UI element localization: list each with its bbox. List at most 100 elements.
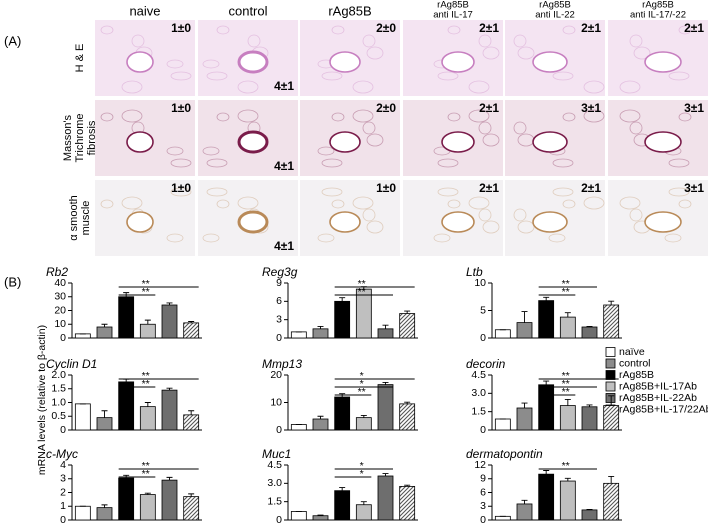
bar (96, 417, 113, 431)
bar (161, 479, 178, 521)
tissue-texture (629, 121, 643, 135)
bar (96, 507, 113, 521)
significance-label: * (360, 378, 364, 390)
tissue-texture (362, 208, 376, 222)
error-bar (543, 296, 550, 301)
y-tick-label: 4 (60, 459, 66, 471)
y-tick-label: 3 (276, 313, 282, 325)
chart-title: Rb2 (46, 265, 68, 279)
score: 2±0 (376, 101, 396, 115)
row-label: α smooth (68, 195, 80, 241)
error-bar (317, 415, 324, 419)
bar (377, 384, 394, 431)
bar (161, 304, 178, 339)
airway (644, 211, 682, 233)
tissue-texture (121, 109, 143, 123)
error-bar (521, 311, 528, 323)
y-tick-label: 2.0 (51, 369, 66, 381)
chart-title: decorin (466, 357, 506, 371)
y-tick-label: 0 (276, 514, 282, 525)
error-bar (404, 401, 411, 404)
airway (126, 211, 154, 233)
tissue-texture (664, 233, 682, 243)
significance-label: ** (562, 378, 570, 390)
score: 1±0 (171, 101, 191, 115)
significance-label: * (360, 370, 364, 382)
tissue-texture (121, 80, 143, 94)
legend-swatch (605, 381, 616, 392)
error-bar (101, 323, 108, 327)
y-tick-label: 0 (480, 332, 486, 344)
bar (183, 414, 200, 431)
row-label: Trichrome (74, 113, 86, 162)
bar (516, 407, 533, 431)
row-label: muscle (80, 201, 92, 236)
bar (494, 515, 511, 521)
panel-label: (A) (4, 33, 21, 48)
score: 1±0 (171, 181, 191, 195)
tissue-texture (552, 187, 574, 197)
airway (644, 51, 682, 73)
bar (603, 405, 620, 431)
bar (399, 485, 416, 521)
tissue-texture (321, 158, 343, 168)
airway (126, 51, 154, 73)
y-tick-label: 10 (54, 318, 66, 330)
airway (644, 131, 682, 153)
chart-title: Mmp13 (262, 357, 302, 371)
column-header: rAg85B (437, 0, 469, 11)
tissue-texture (131, 34, 145, 48)
column-header: rAg85B (328, 3, 371, 18)
score: 2±1 (479, 181, 499, 195)
error-bar (166, 387, 173, 391)
tissue-texture (678, 25, 692, 35)
bar (118, 296, 135, 339)
column-header: naive (129, 3, 160, 18)
tissue-texture (166, 233, 184, 243)
tissue-texture (668, 71, 690, 81)
tissue-texture (562, 25, 576, 35)
error-bar (339, 297, 346, 302)
tissue-texture (206, 187, 228, 197)
bar (74, 333, 91, 339)
tissue-texture (321, 187, 343, 197)
y-tick-label: 1.5 (471, 405, 486, 417)
error-bar (404, 484, 411, 487)
bar (183, 322, 200, 339)
tissue-texture (170, 71, 192, 81)
bar (312, 515, 329, 521)
bar (603, 304, 620, 339)
airway (441, 131, 475, 153)
error-bar (317, 325, 324, 329)
airway (441, 211, 475, 233)
bar (559, 405, 576, 431)
airway (441, 51, 475, 73)
y-tick-label: 30 (54, 291, 66, 303)
tissue-texture (216, 25, 230, 35)
bar (494, 329, 511, 339)
bar (334, 300, 351, 339)
error-bar (586, 404, 593, 407)
y-tick-label: 3 (480, 500, 486, 512)
y-tick-label: 0 (276, 332, 282, 344)
score: 2±1 (479, 21, 499, 35)
tissue-texture (170, 158, 192, 168)
y-tick-label: 0 (60, 424, 66, 436)
airway (237, 130, 269, 154)
bar (139, 323, 156, 339)
chart-title: dermatopontin (466, 447, 543, 461)
score: 4±1 (274, 159, 294, 173)
error-bar (317, 514, 324, 516)
bar (334, 490, 351, 521)
score: 2±1 (479, 101, 499, 115)
column-header: control (228, 3, 267, 18)
significance-label: * (360, 468, 364, 480)
y-tick-label: 6 (480, 486, 486, 498)
error-bar (123, 378, 130, 382)
error-bar (564, 398, 571, 406)
bar (399, 313, 416, 339)
legend-label: rAg85B+IL-17Ab (619, 380, 697, 392)
tissue-texture (100, 25, 114, 35)
bar (96, 326, 113, 339)
bar (139, 406, 156, 431)
